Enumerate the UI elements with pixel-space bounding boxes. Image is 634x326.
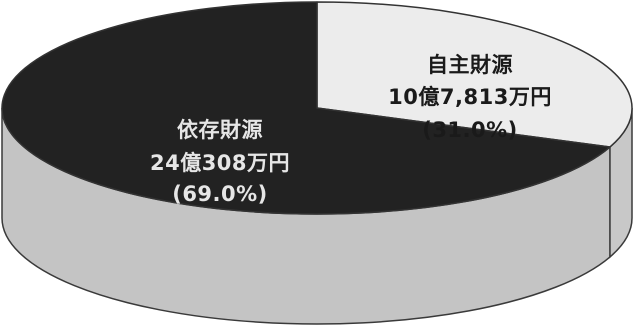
slice-name-dependent-source: 依存財源 — [177, 118, 263, 142]
slice-percent-own-source: (31.0%) — [422, 118, 518, 142]
slice-percent-dependent-source: (69.0%) — [172, 182, 268, 206]
slice-label-dependent-source: 依存財源 24億308万円 (69.0%) — [150, 118, 290, 206]
pie-slice-1 — [1, 1, 611, 215]
slice-name-own-source: 自主財源 — [427, 53, 513, 77]
pie-top-layer — [1, 1, 633, 215]
pie-slice-0 — [316, 1, 633, 148]
pie-label-layer: 自主財源 10億7,813万円 (31.0%) 依存財源 24億308万円 (6… — [150, 53, 552, 206]
slice-amount-dependent-source: 24億308万円 — [150, 151, 290, 175]
slice-amount-own-source: 10億7,813万円 — [388, 85, 552, 109]
slice-label-own-source: 自主財源 10億7,813万円 (31.0%) — [388, 53, 552, 142]
